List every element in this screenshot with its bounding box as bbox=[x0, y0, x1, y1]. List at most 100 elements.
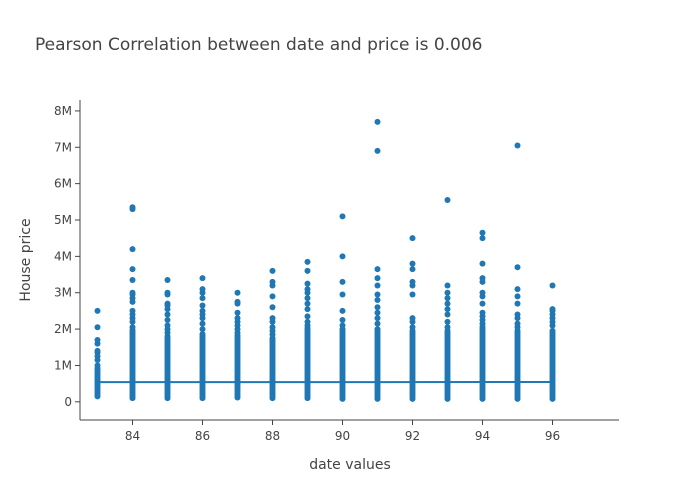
scatter-point bbox=[199, 320, 206, 327]
scatter-point bbox=[199, 326, 206, 333]
scatter-point bbox=[444, 318, 451, 325]
scatter-point bbox=[409, 266, 416, 273]
y-tick-label: 4M bbox=[54, 249, 72, 263]
scatter-point bbox=[339, 278, 346, 285]
scatter-point bbox=[409, 324, 416, 331]
scatter-point bbox=[129, 289, 136, 296]
scatter-point bbox=[94, 337, 101, 343]
scatter-point bbox=[444, 282, 451, 289]
scatter-point bbox=[409, 278, 416, 285]
scatter-point bbox=[444, 289, 451, 296]
scatter-point bbox=[199, 275, 206, 282]
scatter-point bbox=[94, 324, 101, 331]
scatter-point bbox=[374, 326, 381, 333]
y-tick-label: 1M bbox=[54, 358, 72, 372]
y-tick-label: 2M bbox=[54, 322, 72, 336]
scatter-point bbox=[304, 306, 311, 313]
scatter-point bbox=[339, 253, 346, 260]
scatter-column bbox=[374, 118, 381, 402]
scatter-point bbox=[374, 147, 381, 154]
scatter-point bbox=[374, 320, 381, 327]
scatter-point bbox=[199, 307, 206, 314]
scatter-point bbox=[269, 304, 276, 311]
scatter-point bbox=[444, 295, 451, 302]
scatter-point bbox=[339, 317, 346, 323]
scatter-point bbox=[514, 300, 521, 307]
scatter-point bbox=[479, 300, 486, 307]
scatter-point bbox=[549, 327, 556, 334]
scatter-point bbox=[304, 300, 311, 307]
scatter-point bbox=[269, 278, 276, 285]
scatter-point bbox=[514, 264, 521, 271]
scatter-column bbox=[129, 204, 136, 402]
scatter-column bbox=[304, 258, 311, 402]
y-tick-label: 5M bbox=[54, 213, 72, 227]
scatter-point bbox=[444, 311, 451, 318]
scatter-point bbox=[94, 347, 101, 354]
x-tick-label: 90 bbox=[335, 429, 350, 443]
scatter-point bbox=[199, 302, 206, 309]
x-axis-ticks: 84 86 88 90 92 94 96 bbox=[125, 420, 560, 443]
scatter-point bbox=[199, 295, 206, 302]
scatter-point bbox=[374, 282, 381, 289]
scatter-point bbox=[304, 318, 311, 325]
scatter-point bbox=[444, 306, 451, 313]
y-tick-label: 0 bbox=[64, 395, 72, 409]
x-tick-label: 92 bbox=[405, 429, 420, 443]
scatter-point bbox=[164, 322, 171, 329]
scatter-point bbox=[374, 118, 381, 125]
scatter-point bbox=[164, 289, 171, 296]
scatter-point bbox=[129, 277, 136, 283]
y-tick-label: 8M bbox=[54, 104, 72, 118]
scatter-point bbox=[304, 313, 311, 320]
axes: 84 86 88 90 92 94 96 0 1M 2M 3M 4M 5M 6M 7M 8M bbox=[54, 100, 619, 443]
scatter-point bbox=[514, 320, 521, 327]
scatter-column bbox=[234, 289, 241, 401]
scatter-point bbox=[339, 322, 346, 329]
scatter-point bbox=[374, 297, 381, 303]
scatter-point bbox=[409, 291, 416, 298]
scatter-point bbox=[234, 309, 241, 316]
scatter-point bbox=[129, 307, 136, 314]
x-tick-label: 88 bbox=[265, 429, 280, 443]
scatter-point bbox=[479, 289, 486, 296]
scatter-point bbox=[444, 300, 451, 307]
scatter-point bbox=[479, 275, 486, 282]
x-axis-title: date values bbox=[309, 457, 391, 473]
scatter-point bbox=[479, 235, 486, 242]
scatter-point bbox=[374, 275, 381, 282]
scatter-column bbox=[514, 142, 521, 402]
scatter-point bbox=[514, 311, 521, 318]
scatter-point bbox=[374, 315, 381, 322]
y-tick-label: 3M bbox=[54, 286, 72, 300]
scatter-column bbox=[409, 235, 416, 402]
scatter-point bbox=[94, 307, 101, 314]
scatter-point bbox=[549, 306, 556, 313]
scatter-point bbox=[374, 309, 381, 316]
scatter-point bbox=[374, 266, 381, 273]
scatter-point bbox=[269, 324, 276, 331]
scatter-point bbox=[549, 282, 556, 289]
scatter-point bbox=[234, 315, 241, 322]
scatter-point bbox=[409, 315, 416, 322]
scatter-point bbox=[514, 286, 521, 293]
scatter-column bbox=[94, 307, 101, 400]
scatter-point bbox=[129, 324, 136, 331]
scatter-point bbox=[444, 324, 451, 331]
x-tick-label: 94 bbox=[475, 429, 490, 443]
scatter-point bbox=[374, 291, 381, 298]
scatter-point bbox=[269, 293, 276, 300]
x-tick-label: 96 bbox=[545, 429, 560, 443]
scatter-point bbox=[304, 295, 311, 302]
x-tick-label: 84 bbox=[125, 429, 140, 443]
scatter-point bbox=[199, 286, 206, 293]
scatter-point bbox=[444, 197, 451, 203]
scatter-column bbox=[479, 229, 486, 402]
scatter-column bbox=[444, 197, 451, 402]
y-tick-label: 7M bbox=[54, 140, 72, 154]
scatter-point bbox=[234, 298, 241, 305]
scatter-point bbox=[269, 315, 276, 322]
scatter-point bbox=[339, 291, 346, 298]
scatter-point bbox=[304, 280, 311, 287]
scatter-point bbox=[164, 317, 171, 323]
